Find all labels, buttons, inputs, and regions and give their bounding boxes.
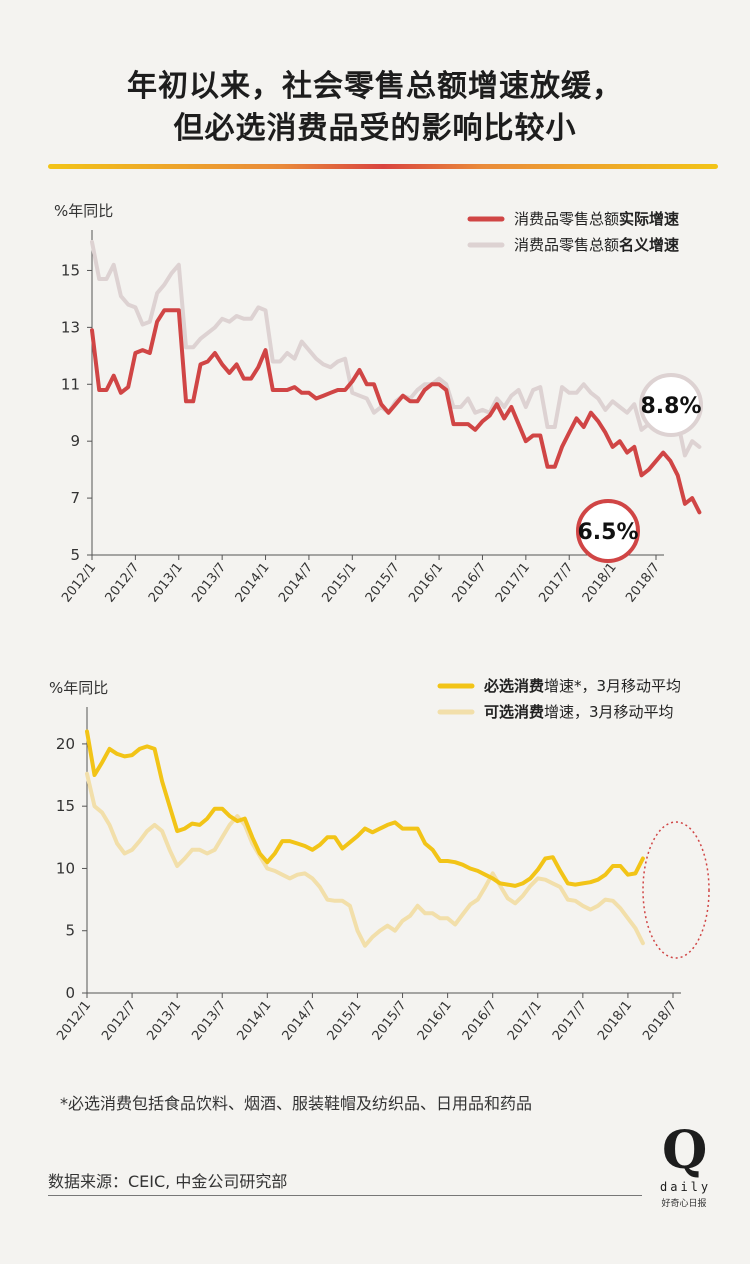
- legend-text: 消费品零售总额: [514, 236, 619, 254]
- x-tick-label: 2015/7: [363, 560, 403, 605]
- qdaily-logo-mark: Q: [662, 1120, 708, 1181]
- title-line-2: 但必选消费品受的影响比较小: [173, 111, 577, 146]
- y-tick-label: 0: [65, 984, 75, 1002]
- qdaily-logo-word: daily: [660, 1180, 712, 1194]
- legend-text: 增速*，3月移动平均: [544, 677, 681, 695]
- legend-text: 名义增速: [619, 236, 679, 254]
- legend-text: 消费品零售总额: [514, 210, 619, 228]
- x-tick-label: 2016/7: [460, 998, 500, 1043]
- y-axis-label: %年同比: [49, 679, 108, 697]
- y-tick-label: 13: [61, 318, 80, 336]
- legend-entry-staples: 必选消费增速*，3月移动平均: [483, 677, 681, 695]
- data-source: 数据来源：CEIC, 中金公司研究部: [48, 1172, 288, 1191]
- series-line-discretionary: [85, 771, 645, 948]
- footnote: *必选消费包括食品饮料、烟酒、服装鞋帽及纺织品、日用品和药品: [60, 1094, 533, 1113]
- x-tick-label: 2017/7: [536, 560, 576, 605]
- y-tick-label: 5: [70, 546, 80, 564]
- y-tick-label: 11: [61, 375, 80, 393]
- x-tick-label: 2017/7: [550, 998, 590, 1043]
- y-tick-label: 5: [65, 922, 75, 940]
- title-line-1: 年初以来，社会零售总额增速放缓，: [127, 69, 623, 104]
- annotation-nominal: 8.8%: [640, 394, 701, 419]
- source-divider: [48, 1195, 642, 1196]
- y-tick-label: 9: [70, 432, 80, 450]
- legend-text: 实际增速: [619, 210, 679, 228]
- x-tick-label: 2018/7: [623, 560, 663, 605]
- x-tick-label: 2015/1: [319, 560, 359, 605]
- x-tick-label: 2013/1: [146, 560, 186, 605]
- legend-text: 可选消费: [484, 703, 544, 721]
- legend-entry-real: 消费品零售总额实际增速: [514, 210, 679, 228]
- x-tick-label: 2012/7: [103, 560, 143, 605]
- x-tick-label: 2016/1: [406, 560, 446, 605]
- qdaily-logo-sub: 好奇心日报: [661, 1199, 707, 1209]
- x-tick-label: 2015/7: [370, 998, 410, 1043]
- legend-text: 必选消费: [483, 677, 544, 695]
- y-tick-label: 7: [70, 489, 80, 507]
- series-line-real: [90, 308, 702, 515]
- y-tick-label: 15: [56, 797, 75, 815]
- x-tick-label: 2012/1: [59, 560, 99, 605]
- x-tick-label: 2017/1: [505, 998, 545, 1043]
- x-tick-label: 2017/1: [493, 560, 533, 605]
- page-title: 年初以来，社会零售总额增速放缓， 但必选消费品受的影响比较小: [0, 66, 750, 150]
- x-tick-label: 2014/1: [233, 560, 273, 605]
- x-tick-label: 2015/1: [325, 998, 365, 1043]
- x-tick-label: 2016/1: [415, 998, 455, 1043]
- y-axis-label: %年同比: [54, 202, 113, 220]
- x-tick-label: 2018/1: [580, 560, 620, 605]
- highlight-ellipse: [642, 821, 710, 959]
- y-tick-label: 20: [56, 735, 75, 753]
- legend-entry-nominal: 消费品零售总额名义增速: [514, 236, 679, 254]
- x-tick-label: 2018/7: [640, 998, 680, 1043]
- x-tick-label: 2013/1: [144, 998, 184, 1043]
- title-underline: [48, 164, 718, 169]
- x-tick-label: 2013/7: [189, 560, 229, 605]
- annotation-circle-nominal: [639, 373, 703, 437]
- x-tick-label: 2014/7: [280, 998, 320, 1043]
- x-tick-label: 2013/7: [189, 998, 229, 1043]
- x-tick-label: 2014/7: [276, 560, 316, 605]
- legend-entry-discretionary: 可选消费增速，3月移动平均: [484, 703, 674, 721]
- series-line-staples: [85, 729, 645, 888]
- y-tick-label: 15: [61, 261, 80, 279]
- x-tick-label: 2018/1: [595, 998, 635, 1043]
- y-tick-label: 10: [56, 859, 75, 877]
- legend-text: 增速，3月移动平均: [544, 703, 674, 721]
- x-tick-label: 2012/7: [99, 998, 139, 1043]
- x-tick-label: 2016/7: [450, 560, 490, 605]
- annotation-real: 6.5%: [577, 520, 638, 545]
- x-tick-label: 2012/1: [54, 998, 94, 1043]
- x-tick-label: 2014/1: [234, 998, 274, 1043]
- annotation-circle-real: [576, 499, 640, 563]
